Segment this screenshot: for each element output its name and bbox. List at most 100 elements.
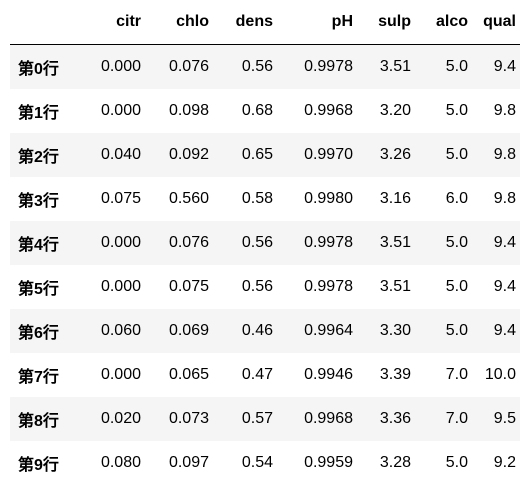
cell-alco: 5.0 <box>445 233 468 251</box>
cell-alco: 5.0 <box>445 453 468 471</box>
dataframe-table: citr chlo dens pH sulp alco qual 第0行 0.00… <box>10 0 520 485</box>
cell-chlo: 0.073 <box>168 409 209 427</box>
row-index-label: 第8行 <box>18 412 59 430</box>
cell-qual: 9.4 <box>493 233 516 251</box>
cell-dens: 0.54 <box>241 453 273 471</box>
cell-citr: 0.075 <box>100 189 141 207</box>
dataframe-output: citr chlo dens pH sulp alco qual 第0行 0.00… <box>10 0 520 485</box>
cell-chlo: 0.069 <box>168 321 209 339</box>
table-row: 第2行 0.040 0.092 0.65 0.9970 3.26 5.0 9.8 <box>10 132 520 177</box>
cell-ph: 0.9970 <box>304 145 353 163</box>
cell-alco: 7.0 <box>445 409 468 427</box>
cell-chlo: 0.092 <box>168 145 209 163</box>
cell-dens: 0.56 <box>241 233 273 251</box>
cell-ph: 0.9968 <box>304 101 353 119</box>
cell-alco: 5.0 <box>445 321 468 339</box>
cell-dens: 0.65 <box>241 145 273 163</box>
cell-qual: 10.0 <box>484 365 516 383</box>
row-index-label: 第6行 <box>18 324 59 342</box>
cell-citr: 0.000 <box>100 101 141 119</box>
cell-dens: 0.46 <box>241 321 273 339</box>
cell-sulp: 3.51 <box>379 277 411 295</box>
table-body: 第0行 0.000 0.076 0.56 0.9978 3.51 5.0 9.4 第1行 0.00… <box>10 44 520 485</box>
cell-qual: 9.8 <box>493 101 516 119</box>
cell-ph: 0.9959 <box>304 453 353 471</box>
cell-qual: 9.4 <box>493 57 516 75</box>
column-header-ph: pH <box>277 0 357 45</box>
cell-dens: 0.56 <box>241 277 273 295</box>
cell-sulp: 3.26 <box>379 145 411 163</box>
cell-dens: 0.47 <box>241 365 273 383</box>
cell-sulp: 3.16 <box>379 189 411 207</box>
table-row: 第5行 0.000 0.075 0.56 0.9978 3.51 5.0 9.4 <box>10 264 520 309</box>
table-row: 第6行 0.060 0.069 0.46 0.9964 3.30 5.0 9.4 <box>10 308 520 353</box>
row-index-label: 第4行 <box>18 236 59 254</box>
row-index-label: 第7行 <box>18 368 59 386</box>
cell-sulp: 3.51 <box>379 57 411 75</box>
table-row: 第0行 0.000 0.076 0.56 0.9978 3.51 5.0 9.4 <box>10 44 520 89</box>
cell-ph: 0.9980 <box>304 189 353 207</box>
cell-chlo: 0.065 <box>168 365 209 383</box>
cell-ph: 0.9964 <box>304 321 353 339</box>
cell-dens: 0.68 <box>241 101 273 119</box>
cell-qual: 9.2 <box>493 453 516 471</box>
cell-alco: 5.0 <box>445 277 468 295</box>
column-header-qual: qual <box>472 0 520 45</box>
cell-chlo: 0.097 <box>168 453 209 471</box>
cell-chlo: 0.560 <box>168 189 209 207</box>
header-row: citr chlo dens pH sulp alco qual <box>10 0 520 45</box>
cell-qual: 9.8 <box>493 189 516 207</box>
cell-citr: 0.000 <box>100 233 141 251</box>
cell-alco: 6.0 <box>445 189 468 207</box>
row-index-label: 第0行 <box>18 60 59 78</box>
cell-alco: 5.0 <box>445 145 468 163</box>
cell-citr: 0.000 <box>100 277 141 295</box>
cell-citr: 0.060 <box>100 321 141 339</box>
cell-ph: 0.9968 <box>304 409 353 427</box>
row-index-label: 第9行 <box>18 456 59 474</box>
row-index-label: 第3行 <box>18 192 59 210</box>
cell-sulp: 3.28 <box>379 453 411 471</box>
table-row: 第8行 0.020 0.073 0.57 0.9968 3.36 7.0 9.5 <box>10 396 520 441</box>
cell-chlo: 0.098 <box>168 101 209 119</box>
cell-qual: 9.4 <box>493 321 516 339</box>
cell-chlo: 0.076 <box>168 57 209 75</box>
cell-sulp: 3.30 <box>379 321 411 339</box>
column-header-chlo: chlo <box>145 0 213 45</box>
column-header-dens: dens <box>213 0 277 45</box>
cell-alco: 5.0 <box>445 101 468 119</box>
cell-sulp: 3.36 <box>379 409 411 427</box>
table-row: 第4行 0.000 0.076 0.56 0.9978 3.51 5.0 9.4 <box>10 220 520 265</box>
cell-citr: 0.040 <box>100 145 141 163</box>
column-header-citr: citr <box>80 0 145 45</box>
cell-qual: 9.8 <box>493 145 516 163</box>
cell-citr: 0.020 <box>100 409 141 427</box>
table-header: citr chlo dens pH sulp alco qual <box>10 0 520 45</box>
cell-qual: 9.4 <box>493 277 516 295</box>
table-row: 第7行 0.000 0.065 0.47 0.9946 3.39 7.0 10.0 <box>10 352 520 397</box>
table-row: 第1行 0.000 0.098 0.68 0.9968 3.20 5.0 9.8 <box>10 88 520 133</box>
cell-citr: 0.000 <box>100 57 141 75</box>
cell-ph: 0.9946 <box>304 365 353 383</box>
cell-alco: 7.0 <box>445 365 468 383</box>
row-index-label: 第5行 <box>18 280 59 298</box>
cell-dens: 0.56 <box>241 57 273 75</box>
row-index-label: 第1行 <box>18 104 59 122</box>
cell-sulp: 3.51 <box>379 233 411 251</box>
cell-chlo: 0.076 <box>168 233 209 251</box>
cell-citr: 0.000 <box>100 365 141 383</box>
column-header-alco: alco <box>415 0 472 45</box>
index-header <box>10 0 80 45</box>
cell-sulp: 3.39 <box>379 365 411 383</box>
cell-ph: 0.9978 <box>304 57 353 75</box>
cell-ph: 0.9978 <box>304 277 353 295</box>
cell-ph: 0.9978 <box>304 233 353 251</box>
column-header-sulp: sulp <box>357 0 415 45</box>
row-index-label: 第2行 <box>18 148 59 166</box>
cell-alco: 5.0 <box>445 57 468 75</box>
cell-citr: 0.080 <box>100 453 141 471</box>
cell-qual: 9.5 <box>493 409 516 427</box>
cell-dens: 0.57 <box>241 409 273 427</box>
table-row: 第3行 0.075 0.560 0.58 0.9980 3.16 6.0 9.8 <box>10 176 520 221</box>
cell-dens: 0.58 <box>241 189 273 207</box>
